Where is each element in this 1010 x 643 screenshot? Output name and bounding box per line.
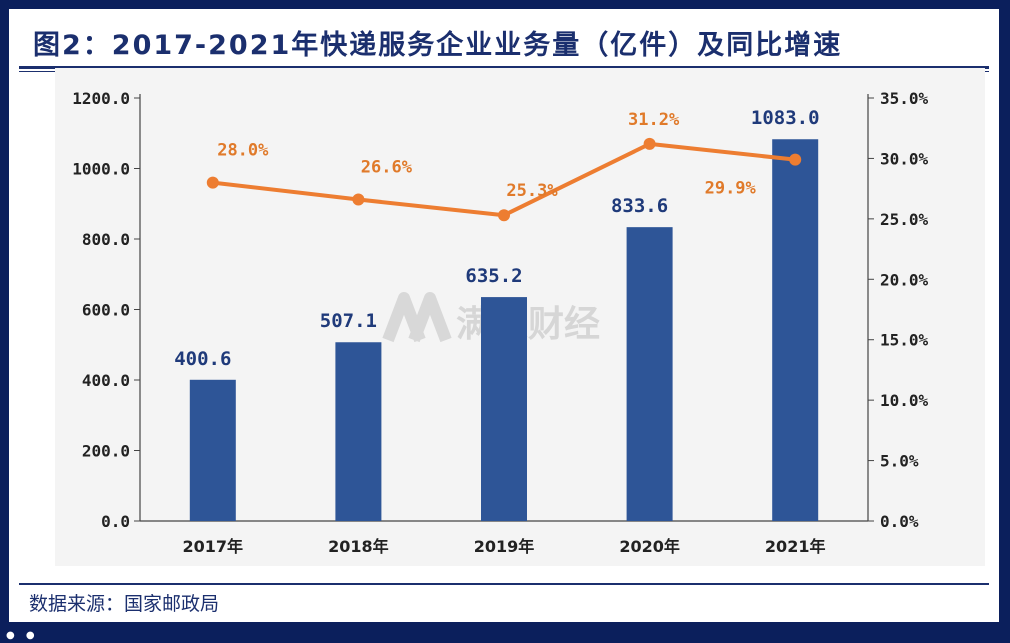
title-rule xyxy=(19,66,989,69)
bars xyxy=(189,139,819,521)
bar-value-label: 400.6 xyxy=(174,348,231,370)
bar-value-label: 1083.0 xyxy=(751,107,820,129)
growth-value-label: 29.9% xyxy=(705,179,757,199)
right-tick-label: 20.0% xyxy=(880,270,929,289)
bar xyxy=(335,342,382,521)
growth-value-label: 31.2% xyxy=(628,110,680,130)
bar xyxy=(772,139,819,521)
source-rule xyxy=(19,583,989,585)
left-tick-label: 600.0 xyxy=(82,301,130,320)
axes: 0.0 200.0 400.0 600.0 800.0 1000.0 1200.0 0.0% 5… xyxy=(72,89,928,556)
growth-value-label: 28.0% xyxy=(217,141,269,161)
watermark: 满投财经 xyxy=(382,292,600,345)
x-tick-label: 2017年 xyxy=(183,537,244,556)
source-note: 数据来源：国家邮政局 xyxy=(29,593,220,615)
left-tick-label: 800.0 xyxy=(82,230,130,249)
bar xyxy=(626,227,673,521)
left-tick-label: 400.0 xyxy=(82,371,130,390)
left-tick-label: 0.0 xyxy=(101,512,130,531)
right-tick-label: 30.0% xyxy=(880,149,929,168)
left-tick-label: 1000.0 xyxy=(72,160,130,179)
watermark-logo-icon xyxy=(382,292,452,343)
right-tick-label: 10.0% xyxy=(880,391,929,410)
footer-dots: ● ● xyxy=(6,630,39,641)
bar xyxy=(481,297,527,521)
x-tick-label: 2021年 xyxy=(765,537,826,556)
chart-title: 图2：2017-2021年快递服务企业业务量（亿件）及同比增速 xyxy=(33,30,843,61)
watermark-text: 满投财经 xyxy=(456,304,600,345)
growth-point xyxy=(789,153,802,166)
growth-point xyxy=(352,193,365,206)
x-tick-label: 2019年 xyxy=(474,537,535,556)
right-tick-label: 0.0% xyxy=(880,512,919,531)
data-labels: 400.6 507.1 635.2 833.6 1083.0 28.0% 26.6% 25.3… xyxy=(174,107,819,370)
growth-value-label: 25.3% xyxy=(506,181,558,201)
growth-point xyxy=(643,137,656,150)
right-tick-label: 15.0% xyxy=(880,331,929,350)
x-tick-label: 2020年 xyxy=(619,537,680,556)
right-tick-label: 5.0% xyxy=(880,452,919,471)
right-tick-label: 25.0% xyxy=(880,210,929,229)
left-tick-label: 200.0 xyxy=(82,442,130,461)
bar-value-label: 635.2 xyxy=(465,265,522,287)
left-tick-label: 1200.0 xyxy=(72,89,130,108)
growth-line xyxy=(206,137,802,222)
growth-point xyxy=(206,176,219,189)
growth-point xyxy=(498,209,510,222)
x-tick-label: 2018年 xyxy=(328,537,389,556)
bar-value-label: 507.1 xyxy=(320,310,377,332)
right-tick-label: 35.0% xyxy=(880,89,929,108)
growth-value-label: 26.6% xyxy=(361,158,413,178)
bar xyxy=(189,379,236,521)
bar-value-label: 833.6 xyxy=(611,195,668,217)
